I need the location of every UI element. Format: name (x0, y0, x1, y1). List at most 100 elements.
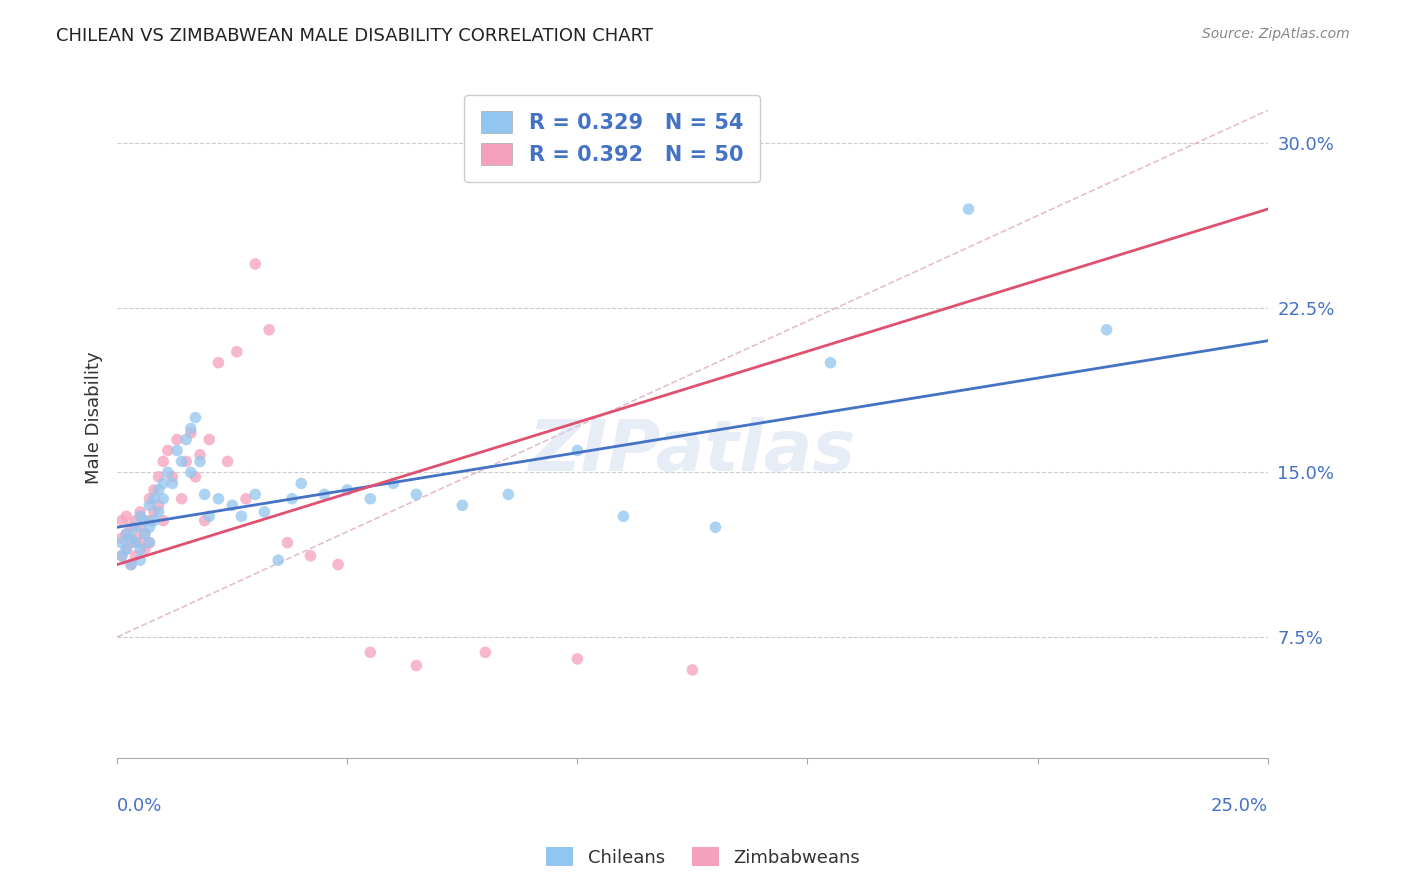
Point (115, 542, 138, 557)
Point (194, 487, 217, 501)
Point (148, 470, 170, 484)
Point (314, 487, 336, 501)
Point (115, 509, 138, 524)
Point (143, 483, 166, 497)
Point (957, 202, 980, 216)
Point (207, 491, 229, 506)
Point (152, 514, 174, 528)
Text: CHILEAN VS ZIMBABWEAN MALE DISABILITY CORRELATION CHART: CHILEAN VS ZIMBABWEAN MALE DISABILITY CO… (56, 27, 654, 45)
Point (612, 509, 634, 524)
Point (148, 505, 170, 519)
Point (180, 425, 202, 440)
Text: 25.0%: 25.0% (1211, 797, 1268, 814)
Point (198, 509, 221, 524)
Point (257, 323, 280, 337)
Point (143, 491, 166, 506)
Point (221, 499, 243, 513)
Point (134, 526, 156, 541)
Point (120, 531, 142, 545)
Point (820, 356, 842, 370)
Point (245, 257, 267, 271)
Point (188, 454, 211, 468)
Point (111, 549, 134, 563)
Point (115, 526, 138, 541)
Point (299, 549, 322, 563)
Point (281, 491, 304, 506)
Point (245, 487, 267, 501)
Point (681, 663, 703, 677)
Text: Source: ZipAtlas.com: Source: ZipAtlas.com (1202, 27, 1350, 41)
Point (120, 558, 142, 572)
Point (184, 410, 207, 425)
Point (124, 520, 146, 534)
Point (138, 520, 160, 534)
Text: 0.0%: 0.0% (117, 797, 163, 814)
Point (134, 542, 156, 557)
Point (166, 443, 188, 458)
Y-axis label: Male Disability: Male Disability (86, 351, 103, 483)
Point (704, 520, 727, 534)
Point (162, 476, 184, 491)
Point (405, 487, 427, 501)
Point (138, 491, 160, 506)
Point (180, 466, 202, 480)
Point (225, 344, 247, 359)
Legend: Chileans, Zimbabweans: Chileans, Zimbabweans (538, 840, 868, 874)
Point (148, 483, 170, 497)
Point (111, 531, 134, 545)
Point (115, 526, 138, 541)
Point (198, 433, 221, 447)
Point (276, 535, 298, 549)
Point (129, 542, 152, 557)
Legend: R = 0.329   N = 54, R = 0.392   N = 50: R = 0.329 N = 54, R = 0.392 N = 50 (464, 95, 759, 182)
Point (217, 454, 239, 468)
Point (124, 549, 146, 563)
Point (111, 514, 134, 528)
Point (267, 553, 290, 567)
Point (111, 549, 134, 563)
Point (138, 535, 160, 549)
Point (111, 535, 134, 549)
Point (405, 658, 427, 673)
Point (124, 531, 146, 545)
Point (120, 520, 142, 534)
Point (174, 433, 197, 447)
Point (290, 476, 312, 491)
Point (152, 491, 174, 506)
Point (359, 491, 381, 506)
Point (498, 487, 520, 501)
Point (156, 466, 179, 480)
Point (143, 514, 166, 528)
Point (180, 421, 202, 435)
Point (253, 505, 276, 519)
Point (129, 535, 152, 549)
Point (382, 476, 405, 491)
Point (152, 454, 174, 468)
Point (134, 514, 156, 528)
Point (134, 526, 156, 541)
Point (120, 535, 142, 549)
Point (184, 470, 207, 484)
Point (124, 514, 146, 528)
Point (188, 448, 211, 462)
Point (138, 499, 160, 513)
Point (129, 520, 152, 534)
Point (138, 514, 160, 528)
Point (152, 476, 174, 491)
Point (194, 514, 217, 528)
Point (143, 505, 166, 519)
Point (170, 491, 193, 506)
Point (115, 542, 138, 557)
Text: ZIPatlas: ZIPatlas (529, 417, 856, 486)
Point (567, 652, 589, 666)
Point (156, 443, 179, 458)
Point (336, 483, 359, 497)
Point (129, 553, 152, 567)
Point (138, 535, 160, 549)
Point (166, 433, 188, 447)
Point (474, 645, 496, 659)
Point (1095, 323, 1118, 337)
Point (129, 509, 152, 524)
Point (129, 505, 152, 519)
Point (567, 443, 589, 458)
